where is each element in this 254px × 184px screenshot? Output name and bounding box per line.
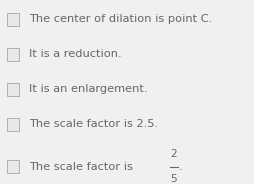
Text: .: . [178,162,182,171]
Text: The scale factor is: The scale factor is [29,162,136,171]
Text: The center of dilation is point C.: The center of dilation is point C. [29,14,212,24]
FancyBboxPatch shape [7,118,19,131]
Text: 2: 2 [170,149,177,159]
Text: The scale factor is 2.5.: The scale factor is 2.5. [29,119,158,129]
FancyBboxPatch shape [7,83,19,96]
Text: 5: 5 [170,174,177,184]
Text: It is an enlargement.: It is an enlargement. [29,84,147,94]
FancyBboxPatch shape [7,48,19,61]
FancyBboxPatch shape [7,13,19,26]
FancyBboxPatch shape [7,160,19,173]
Text: It is a reduction.: It is a reduction. [29,49,121,59]
